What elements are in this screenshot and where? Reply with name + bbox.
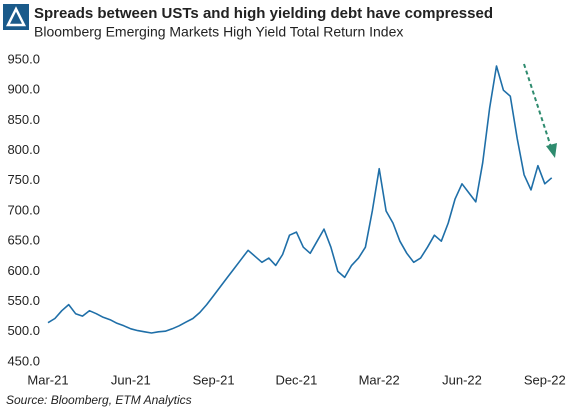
chart-subtitle: Bloomberg Emerging Markets High Yield To…: [34, 24, 403, 40]
chart-title: Spreads between USTs and high yielding d…: [34, 5, 493, 22]
y-tick-label: 900.0: [7, 82, 40, 97]
logo: [3, 4, 29, 30]
y-tick-label: 850.0: [7, 112, 40, 127]
annotation-arrow: [523, 63, 557, 158]
y-tick-label: 650.0: [7, 233, 40, 248]
x-tick-label: Dec-21: [275, 372, 317, 387]
y-tick-label: 450.0: [7, 353, 40, 368]
y-tick-label: 950.0: [7, 51, 40, 66]
x-tick-label: Sep-21: [193, 372, 235, 387]
y-tick-label: 800.0: [7, 142, 40, 157]
y-tick-label: 750.0: [7, 172, 40, 187]
source: Source: Bloomberg, ETM Analytics: [6, 393, 192, 407]
x-tick-label: Jun-21: [111, 372, 151, 387]
y-tick-label: 500.0: [7, 323, 40, 338]
y-tick-label: 600.0: [7, 263, 40, 278]
x-tick-label: Mar-21: [27, 372, 68, 387]
y-tick-label: 700.0: [7, 202, 40, 217]
y-tick-label: 550.0: [7, 293, 40, 308]
x-tick-label: Mar-22: [359, 372, 400, 387]
line-series: [47, 65, 553, 334]
x-tick-label: Jun-22: [442, 372, 482, 387]
x-tick-label: Sep-22: [524, 372, 566, 387]
